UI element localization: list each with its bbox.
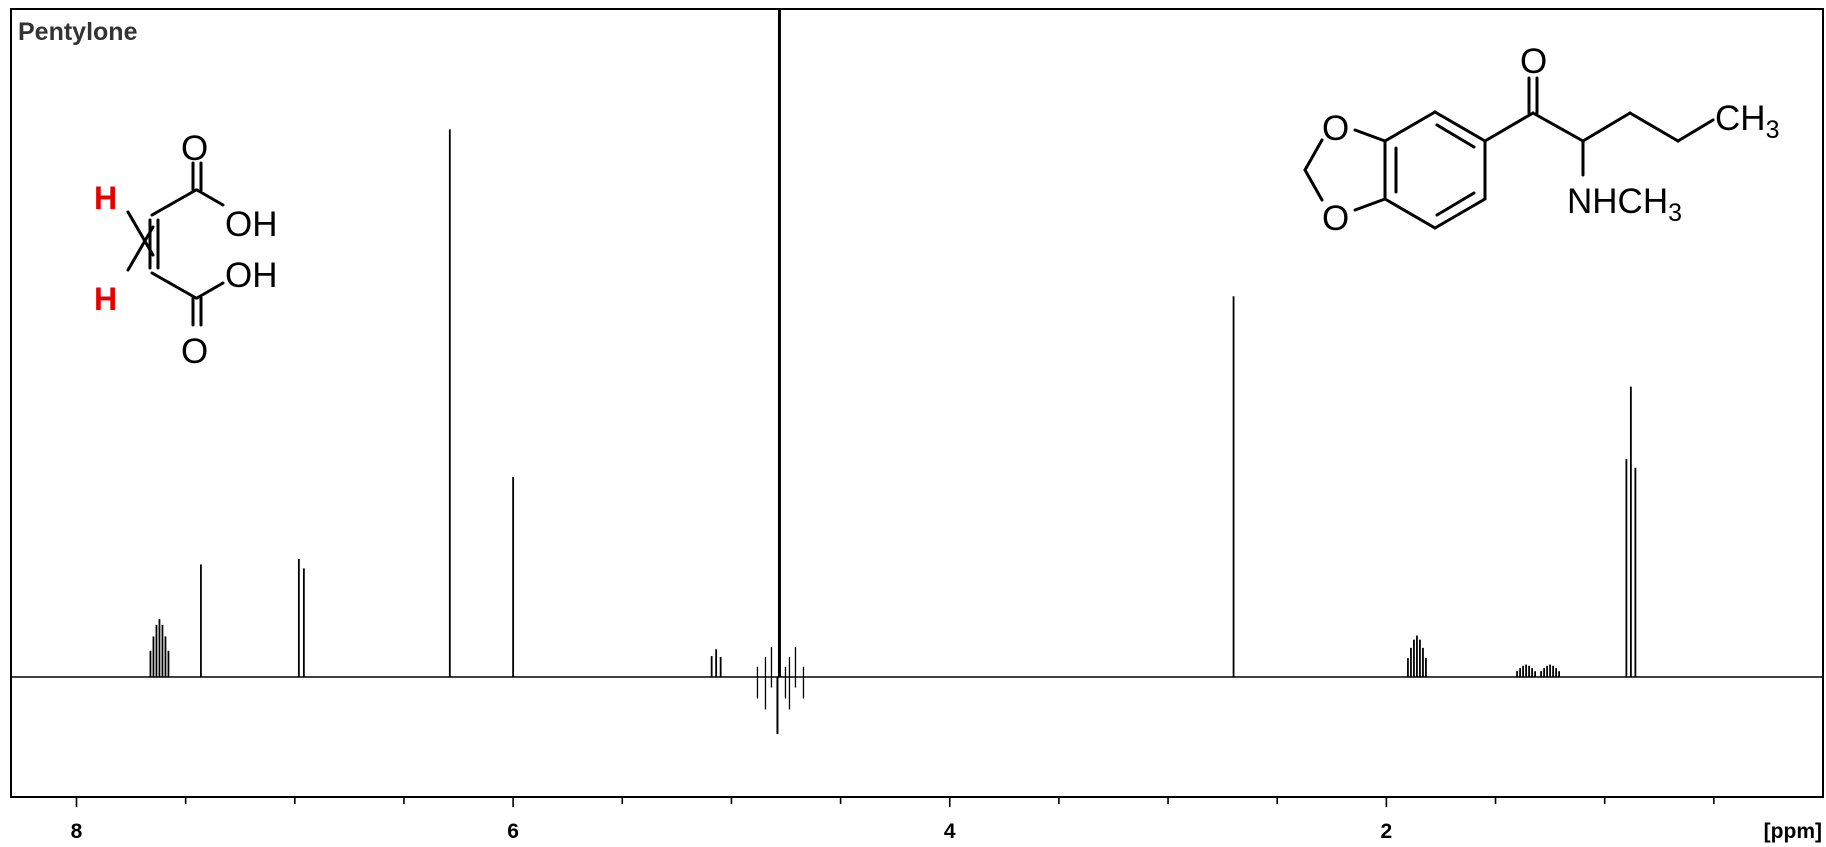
maleic-o-bottom: O — [181, 332, 208, 371]
maleic-oh-bottom: OH — [225, 256, 278, 295]
spectrum-peak — [149, 619, 170, 677]
maleic-h-bottom: H — [94, 281, 117, 317]
spectrum-peaks — [149, 9, 1637, 735]
spectrum-peak — [297, 558, 305, 677]
pentylone-nhch3: NHCH3 — [1567, 182, 1682, 227]
maleic-o-top: O — [181, 129, 208, 168]
x-axis-ticks — [75, 797, 1715, 807]
spectrum-peak — [710, 649, 722, 677]
spectrum-peak — [1625, 386, 1637, 677]
x-tick-label: 2 — [1381, 820, 1393, 843]
pentylone-o-carbonyl: O — [1520, 42, 1547, 81]
pentylone-o-top: O — [1322, 109, 1349, 148]
spectrum-peak — [1516, 664, 1536, 677]
x-axis-label: [ppm] — [1764, 820, 1822, 843]
x-tick-label: 4 — [944, 820, 956, 843]
x-tick-label: 8 — [71, 820, 83, 843]
pentylone-ch3: CH3 — [1715, 99, 1779, 144]
x-tick-label: 6 — [507, 820, 519, 843]
x-axis-tick-labels: 8 6 4 2 — [71, 820, 1393, 843]
pentylone-o-bottom: O — [1322, 199, 1349, 238]
maleic-acid-structure: O OH OH O H H — [94, 129, 278, 371]
spectrum-peak — [1540, 664, 1561, 677]
maleic-oh-top: OH — [225, 205, 278, 244]
plot-frame — [10, 8, 1824, 798]
chart-title: Pentylone — [18, 18, 138, 46]
spectrum-peak — [756, 9, 805, 735]
spectrum-peak — [1407, 635, 1427, 677]
pentylone-structure: O O O CH3 NHCH3 — [1303, 42, 1779, 238]
maleic-h-top: H — [94, 180, 117, 216]
